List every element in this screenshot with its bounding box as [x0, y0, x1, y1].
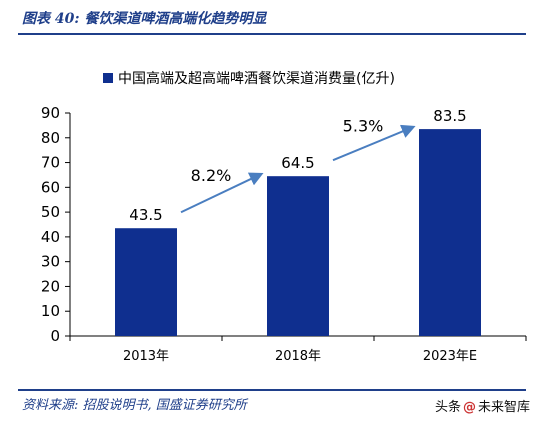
y-tick-label: 50: [41, 203, 60, 221]
data-label: 64.5: [281, 154, 314, 172]
watermark-suffix: 未来智库: [477, 400, 530, 415]
data-label: 43.5: [129, 206, 162, 224]
at-sign-icon: @: [462, 400, 476, 415]
y-tick-label: 40: [41, 228, 60, 246]
growth-label: 8.2%: [191, 166, 232, 185]
data-labels: 43.5 64.5 83.5: [129, 107, 466, 224]
y-tick-label: 80: [41, 129, 60, 147]
y-tick-label: 60: [41, 178, 60, 196]
bar: [267, 176, 329, 336]
source-divider: [18, 389, 526, 391]
chart-legend: 中国高端及超高端啤酒餐饮渠道消费量(亿升): [103, 70, 395, 87]
bar: [115, 228, 177, 336]
growth-arrow: [180, 172, 264, 214]
watermark: 头条 @ 未来智库: [435, 396, 530, 415]
x-tick-label: 2013年: [123, 349, 169, 364]
growth-annotations: 8.2% 5.3%: [180, 117, 416, 214]
x-axis: 2013年 2018年 2023年E: [69, 335, 527, 364]
legend-label: 中国高端及超高端啤酒餐饮渠道消费量(亿升): [118, 70, 395, 87]
x-tick-label: 2023年E: [423, 349, 477, 364]
figure-title: 图表 40: 餐饮渠道啤酒高端化趋势明显: [22, 11, 267, 27]
watermark-prefix: 头条: [434, 400, 461, 415]
data-label: 83.5: [433, 107, 466, 125]
legend-swatch: [103, 73, 113, 83]
y-axis: 0 10 20 30 40 50 60 70 80 90: [41, 104, 71, 345]
title-divider: [18, 33, 526, 35]
y-tick-label: 0: [50, 327, 60, 345]
source-note: 资料来源: 招股说明书, 国盛证券研究所: [22, 398, 247, 413]
bars: [115, 129, 481, 336]
bar: [419, 129, 481, 336]
growth-label: 5.3%: [343, 117, 384, 136]
growth-arrow: [332, 124, 416, 162]
y-tick-label: 20: [41, 277, 60, 295]
y-tick-label: 90: [41, 104, 60, 122]
y-tick-label: 10: [41, 302, 60, 320]
x-tick-label: 2018年: [275, 349, 321, 364]
y-tick-label: 70: [41, 154, 60, 172]
y-tick-label: 30: [41, 253, 60, 271]
